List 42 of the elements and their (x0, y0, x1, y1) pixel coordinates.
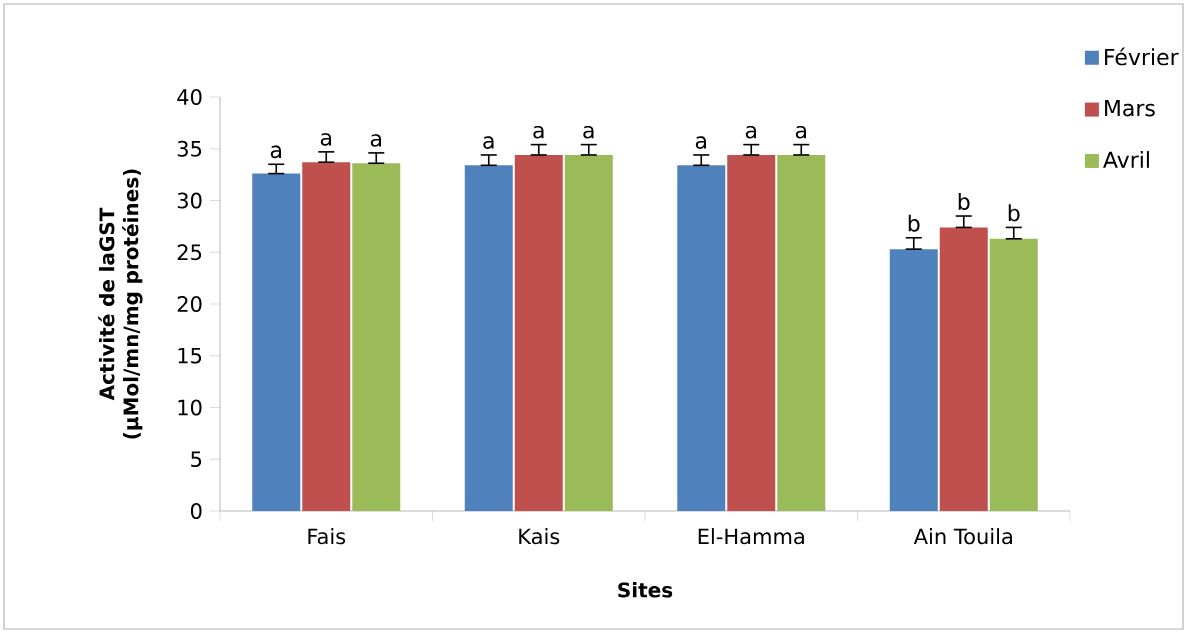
bar (939, 227, 988, 511)
y-tick-label: 10 (178, 399, 202, 416)
x-tick-label: El-Hamma (698, 528, 804, 545)
bar (677, 165, 726, 511)
data-label: b (958, 192, 970, 210)
data-label: a (695, 136, 706, 149)
y-tick-label: 25 (177, 244, 202, 261)
bar (514, 154, 563, 511)
x-axis-title: Sites (618, 582, 673, 598)
bar (727, 154, 776, 511)
y-tick-label: 0 (190, 503, 202, 519)
x-tick-label: Fais (308, 528, 346, 545)
legend-label: Mars (1105, 100, 1155, 117)
data-label: b (1008, 204, 1020, 222)
bar (564, 154, 613, 511)
data-label: a (795, 125, 806, 139)
bar (464, 165, 513, 511)
bar (777, 154, 826, 511)
bar (352, 163, 401, 511)
bar (252, 173, 301, 511)
y-tick-label: 40 (177, 89, 202, 105)
data-label: a (320, 133, 331, 146)
y-tick-label: 35 (177, 140, 202, 157)
y-tick-label: 20 (177, 296, 202, 312)
x-tick-label: Ain Touila (913, 528, 1012, 545)
data-label: a (745, 125, 756, 139)
data-label: a (270, 145, 281, 159)
bar (889, 249, 938, 511)
y-axis-title: Activité de laGST (µMol/mn/mg protéines) (98, 169, 143, 439)
data-label: a (533, 125, 544, 139)
legend-label: Avril (1103, 151, 1149, 168)
legend-label: Février (1105, 47, 1179, 66)
y-tick-label: 15 (178, 347, 202, 364)
y-tick-label: 5 (191, 451, 202, 468)
data-label: a (483, 136, 494, 149)
y-tick-label: 30 (177, 192, 202, 209)
x-tick-label: Kais (519, 528, 560, 545)
bar (989, 238, 1038, 511)
data-label: b (908, 214, 920, 232)
bar (302, 162, 351, 511)
data-label: a (583, 125, 594, 139)
data-label: a (370, 134, 381, 147)
